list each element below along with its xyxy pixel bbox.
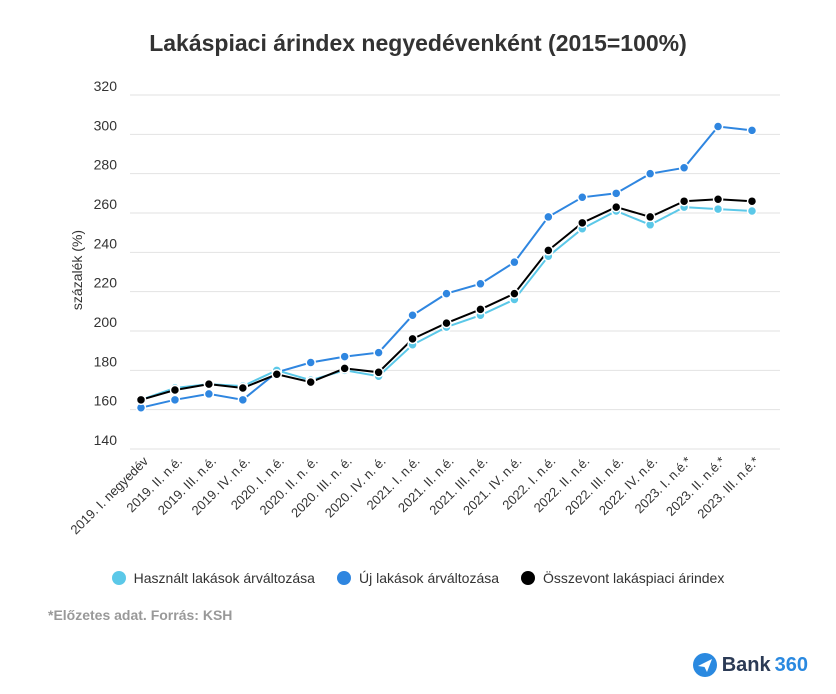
legend-dot-used [111, 571, 126, 585]
data-point [543, 245, 554, 256]
data-point [644, 168, 656, 179]
legend-dot-combined [521, 571, 536, 585]
data-point [373, 347, 384, 358]
data-point [169, 384, 181, 396]
data-point [237, 382, 249, 394]
plane-icon [692, 653, 717, 677]
y-tick-label: 280 [94, 157, 118, 173]
y-tick-label: 320 [94, 78, 118, 94]
y-tick-label: 200 [94, 314, 118, 330]
data-point [644, 211, 656, 223]
legend-item-combined: Összevont lakáspiaci árindex [521, 570, 724, 586]
data-point [441, 288, 452, 299]
y-axis-label: százalék (%) [69, 230, 85, 310]
data-point [610, 201, 622, 213]
series-line [140, 198, 753, 401]
data-point [271, 369, 283, 380]
data-point [475, 304, 486, 315]
legend-label-combined: Összevont lakáspiaci árindex [543, 570, 725, 586]
data-point [339, 351, 350, 362]
y-tick-label: 140 [94, 432, 118, 448]
data-point [543, 211, 554, 223]
brand-number: 360 [774, 653, 808, 676]
legend-item-used: Használt lakások árváltozása [111, 570, 315, 586]
legend-dot-new [336, 571, 351, 585]
line-chart: 140 160 180 200 220 240 260 280 300 320 2019. I. … [67, 78, 780, 537]
data-point [203, 378, 215, 390]
gridlines [130, 94, 780, 450]
y-tick-label: 160 [94, 393, 118, 409]
legend-label-used: Használt lakások árváltozása [133, 570, 315, 586]
source-footnote: *Előzetes adat. Forrás: KSH [48, 607, 233, 623]
data-point [712, 193, 724, 205]
data-point [577, 217, 588, 229]
y-tick-label: 260 [94, 196, 118, 212]
data-point [237, 394, 249, 406]
data-point [407, 333, 418, 345]
data-point [135, 394, 147, 406]
data-point [475, 278, 486, 290]
data-point [746, 195, 758, 207]
data-point [169, 394, 181, 406]
y-tick-label: 300 [94, 117, 118, 133]
y-tick-label: 240 [94, 235, 118, 251]
series-line [140, 206, 753, 401]
chart-title: Lakáspiaci árindex negyedévenként (2015=… [149, 30, 687, 56]
legend: Használt lakások árváltozása Új lakások … [0, 570, 836, 586]
data-point [509, 288, 520, 299]
y-tick-labels: 140 160 180 200 220 240 260 280 300 320 [94, 78, 118, 448]
data-point [712, 203, 724, 215]
data-point [339, 363, 350, 374]
data-point [373, 367, 384, 378]
brand-logo: Bank 360 [692, 652, 808, 678]
data-point [746, 205, 758, 217]
series-lines [140, 125, 753, 409]
brand-name: Bank [721, 653, 771, 676]
data-point [441, 317, 452, 329]
data-point [203, 388, 215, 400]
data-point [305, 376, 316, 388]
data-point [678, 195, 690, 207]
series-points [135, 121, 758, 413]
data-point [712, 121, 724, 132]
y-tick-label: 180 [94, 353, 118, 369]
y-tick-label: 220 [94, 275, 118, 291]
legend-item-new: Új lakások árváltozása [336, 570, 500, 586]
legend-label-new: Új lakások árváltozása [358, 570, 500, 586]
data-point [305, 357, 316, 368]
series-line [140, 125, 753, 409]
data-point [610, 188, 622, 199]
data-point [678, 162, 690, 174]
data-point [509, 256, 520, 268]
data-point [746, 125, 758, 136]
data-point [407, 310, 418, 321]
data-point [577, 192, 588, 203]
